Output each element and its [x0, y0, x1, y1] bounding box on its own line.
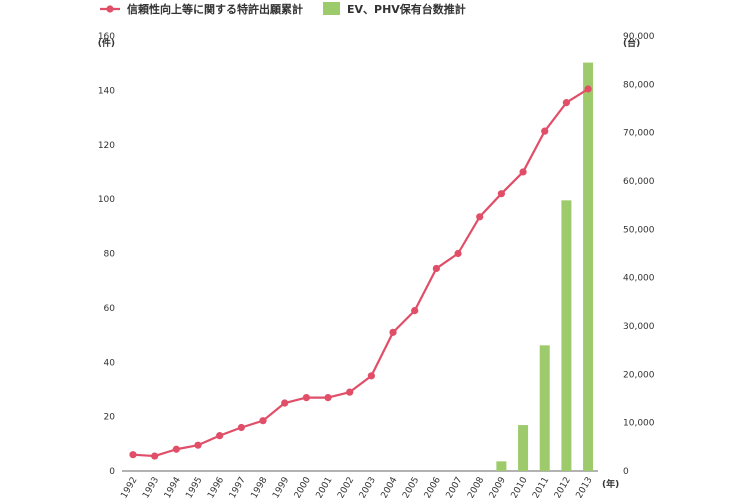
right-tick-label: 90,000	[623, 32, 655, 42]
legend: 信頼性向上等に関する特許出願累計 EV、PHV保有台数推計	[100, 2, 466, 16]
bar	[583, 62, 594, 471]
right-tick-label: 60,000	[623, 177, 655, 187]
line-series	[129, 85, 592, 460]
x-tick-label: 2006	[423, 475, 443, 498]
line-point	[497, 190, 505, 198]
right-tick-label: 30,000	[623, 322, 655, 332]
x-axis-unit: (年)	[602, 478, 619, 490]
line-point	[584, 85, 592, 93]
right-tick-label: 0	[623, 467, 629, 477]
x-tick-label: 2007	[445, 476, 465, 498]
line-point	[346, 388, 354, 396]
line-point	[281, 399, 289, 407]
left-tick-label: 140	[98, 86, 115, 96]
line-point	[302, 393, 310, 402]
x-tick-label: 1997	[228, 476, 248, 498]
line-point	[194, 441, 202, 449]
x-tick-label: 2005	[401, 476, 421, 498]
bar	[539, 345, 550, 471]
x-tick-label: 2003	[358, 476, 378, 498]
line-point	[172, 445, 180, 453]
left-axis-unit: (件)	[98, 37, 115, 49]
x-tick-label: 1993	[141, 476, 161, 498]
x-tick-label: 2009	[488, 475, 508, 498]
line-point	[562, 99, 571, 107]
line-point	[454, 249, 462, 258]
right-tick-label: 70,000	[623, 129, 655, 139]
left-tick-label: 0	[109, 467, 115, 477]
right-tick-label: 50,000	[623, 225, 655, 235]
right-tick-label: 20,000	[623, 370, 655, 380]
right-tick-label: 10,000	[623, 419, 655, 429]
right-tick-label: 40,000	[623, 274, 655, 284]
left-tick-label: 40	[104, 358, 116, 368]
left-tick-label: 60	[104, 304, 116, 314]
bar	[496, 461, 507, 471]
x-tick-label: 1994	[163, 475, 183, 498]
x-tick-label: 2011	[531, 476, 551, 498]
legend-label-line: 信頼性向上等に関する特許出願累計	[127, 2, 303, 16]
line-point	[259, 417, 267, 425]
line-point	[129, 451, 137, 459]
bar-series	[496, 62, 594, 472]
line-path	[132, 88, 589, 458]
x-tick-label: 1996	[206, 475, 226, 498]
line-point	[324, 393, 332, 402]
right-axis-unit: (台)	[623, 37, 640, 49]
x-tick-label: 1999	[271, 475, 291, 498]
x-tick-label: 1995	[184, 476, 204, 498]
x-tick-label: 2000	[293, 475, 313, 498]
legend-bar-swatch	[323, 2, 340, 15]
line-point	[216, 432, 224, 440]
line-point	[519, 168, 527, 176]
x-tick-label: 2013	[575, 476, 595, 498]
right-tick-label: 80,000	[623, 80, 655, 90]
x-tick-label: 2002	[336, 476, 356, 498]
line-point	[389, 328, 397, 336]
x-tick-label: 1998	[250, 475, 270, 498]
x-tick-label: 2010	[510, 475, 530, 498]
left-tick-label: 160	[98, 32, 115, 42]
line-point	[151, 452, 159, 460]
line-point	[237, 423, 245, 432]
line-point	[476, 213, 484, 221]
left-tick-label: 20	[104, 413, 116, 423]
left-tick-label: 100	[98, 195, 115, 205]
line-point	[367, 372, 375, 380]
x-tick-label: 1992	[119, 476, 139, 498]
line-point	[411, 306, 419, 315]
legend-line-marker	[106, 5, 114, 13]
bar	[561, 200, 572, 472]
x-tick-label: 2008	[466, 475, 486, 498]
line-point	[432, 264, 440, 273]
bar	[518, 425, 529, 471]
left-tick-label: 80	[104, 250, 116, 260]
left-tick-label: 120	[98, 141, 115, 151]
line-point	[541, 127, 549, 135]
x-tick-label: 2012	[553, 476, 573, 498]
legend-label-bar: EV、PHV保有台数推計	[347, 2, 466, 16]
x-tick-label: 2001	[315, 476, 335, 498]
x-tick-label: 2004	[380, 475, 400, 498]
